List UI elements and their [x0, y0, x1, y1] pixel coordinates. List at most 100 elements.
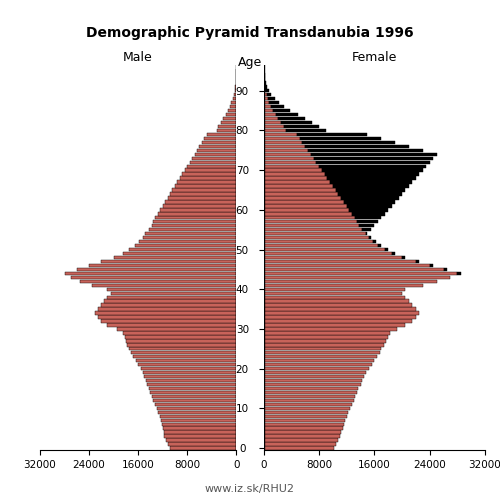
Bar [264, 129, 286, 132]
Bar [264, 379, 362, 382]
Bar [202, 140, 236, 144]
Bar [152, 224, 236, 228]
Bar [164, 430, 236, 434]
Bar [378, 244, 382, 248]
Bar [154, 220, 236, 224]
Bar [264, 125, 284, 128]
Bar [136, 359, 236, 362]
Bar [333, 184, 409, 188]
Text: Age: Age [238, 56, 262, 69]
Bar [108, 296, 236, 299]
Bar [264, 148, 308, 152]
Bar [444, 268, 447, 271]
Bar [98, 316, 236, 318]
Bar [264, 236, 369, 240]
Bar [300, 136, 382, 140]
Bar [264, 248, 384, 251]
Bar [264, 308, 416, 311]
Bar [175, 184, 236, 188]
Bar [264, 152, 311, 156]
Bar [264, 232, 366, 235]
Bar [135, 244, 236, 248]
Bar [129, 248, 236, 251]
Bar [235, 85, 236, 88]
Bar [264, 272, 458, 275]
Bar [305, 144, 409, 148]
Bar [149, 228, 236, 232]
Bar [264, 284, 423, 287]
Bar [264, 168, 322, 172]
Bar [264, 160, 316, 164]
Bar [264, 200, 344, 203]
Bar [264, 260, 416, 263]
Bar [187, 164, 236, 168]
Bar [264, 312, 420, 315]
Bar [324, 172, 420, 176]
Bar [123, 331, 236, 334]
Bar [264, 89, 266, 92]
Bar [232, 101, 236, 104]
Bar [124, 335, 236, 338]
Bar [264, 228, 362, 232]
Bar [319, 164, 426, 168]
Bar [311, 152, 436, 156]
Bar [133, 355, 236, 358]
Bar [264, 418, 345, 422]
Bar [264, 296, 406, 299]
Bar [184, 168, 236, 172]
Bar [127, 343, 236, 346]
Bar [138, 363, 236, 366]
Bar [274, 109, 290, 112]
Bar [392, 252, 395, 255]
Bar [158, 212, 236, 216]
Bar [284, 125, 319, 128]
Title: Female: Female [352, 51, 397, 64]
Bar [154, 398, 236, 402]
Bar [226, 113, 236, 116]
Bar [190, 160, 236, 164]
Bar [264, 438, 338, 442]
Bar [98, 308, 236, 311]
Bar [218, 125, 236, 128]
Bar [264, 442, 336, 446]
Bar [165, 200, 236, 203]
Bar [458, 272, 461, 275]
Bar [264, 192, 338, 196]
Bar [162, 204, 236, 208]
Bar [265, 85, 267, 88]
Bar [123, 252, 236, 255]
Bar [264, 446, 334, 450]
Bar [102, 304, 236, 307]
Bar [264, 212, 352, 216]
Bar [369, 236, 371, 240]
Bar [302, 140, 395, 144]
Title: Male: Male [123, 51, 153, 64]
Bar [149, 387, 236, 390]
Bar [352, 212, 384, 216]
Bar [180, 176, 236, 180]
Bar [264, 140, 302, 144]
Bar [264, 363, 372, 366]
Bar [264, 256, 402, 259]
Bar [264, 406, 350, 410]
Bar [264, 172, 324, 176]
Bar [164, 434, 236, 438]
Bar [402, 256, 406, 259]
Bar [272, 105, 284, 108]
Bar [264, 105, 272, 108]
Bar [264, 367, 369, 370]
Bar [140, 240, 236, 244]
Bar [204, 136, 236, 140]
Bar [102, 260, 236, 263]
Bar [264, 164, 319, 168]
Bar [344, 200, 395, 203]
Bar [336, 188, 406, 192]
Bar [207, 133, 236, 136]
Bar [172, 188, 236, 192]
Bar [264, 347, 382, 350]
Bar [144, 375, 236, 378]
Bar [355, 216, 382, 220]
Bar [148, 383, 236, 386]
Bar [156, 216, 236, 220]
Bar [264, 398, 354, 402]
